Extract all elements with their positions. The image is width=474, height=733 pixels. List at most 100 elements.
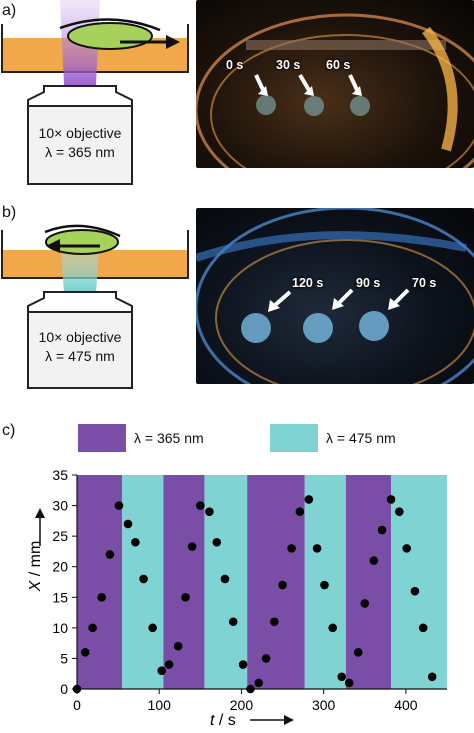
- data-point: [270, 617, 279, 627]
- y-tick-label: 30: [52, 498, 68, 514]
- data-point: [220, 574, 230, 584]
- data-point: [254, 678, 264, 688]
- legend-swatch-blue: [270, 424, 318, 452]
- data-point: [238, 660, 248, 669]
- data-point: [187, 542, 197, 551]
- photo-b: 120 s 90 s 70 s: [196, 208, 474, 384]
- y-tick-label: 10: [52, 620, 68, 636]
- data-point: [418, 623, 428, 633]
- data-point: [328, 623, 338, 633]
- data-point: [72, 684, 82, 694]
- data-point: [157, 666, 166, 675]
- data-point: [261, 654, 271, 663]
- y-tick-label: 35: [52, 467, 68, 483]
- illumination-bands: [77, 475, 447, 689]
- data-point: [80, 648, 90, 657]
- objective-top: [27, 291, 133, 313]
- y-tick-label: 5: [60, 650, 68, 666]
- time-label: 30 s: [276, 58, 301, 72]
- data-point: [395, 507, 404, 516]
- data-point: [205, 507, 214, 516]
- time-label: 60 s: [326, 58, 351, 72]
- data-point: [287, 544, 296, 553]
- arrowhead-right: [166, 35, 180, 49]
- data-point: [427, 672, 437, 682]
- data-point: [105, 550, 115, 559]
- motion-loop: [44, 224, 121, 238]
- photo-b-scene: [196, 208, 474, 384]
- data-point: [97, 592, 106, 602]
- photo-a-scene: [196, 13, 474, 168]
- motion-loop: [59, 18, 161, 32]
- panel-label-c: c): [2, 422, 16, 439]
- band-uv: [163, 475, 205, 689]
- data-point: [360, 599, 370, 608]
- droplet: [67, 22, 153, 50]
- x-tick-label: 0: [73, 697, 81, 713]
- data-point: [114, 501, 124, 510]
- objective-label-a: 10× objective λ = 365 nm: [38, 125, 122, 160]
- data-point: [88, 623, 97, 633]
- objective-body: [27, 311, 133, 389]
- data-point: [181, 592, 190, 602]
- y-tick-label: 15: [52, 589, 68, 605]
- data-point: [312, 544, 322, 553]
- data-point: [344, 678, 354, 688]
- position-time-chart: 0 5 10 15 20 25 30 35 0 100 200 300 400 X / mm t / s: [27, 467, 447, 729]
- x-axis-label: t / s: [210, 712, 236, 729]
- x-tick-label: 300: [312, 697, 336, 713]
- y-tick-label: 25: [52, 528, 68, 544]
- legend-label-blue: λ = 475 nm: [326, 430, 396, 446]
- objective-label-b: 10× objective λ = 475 nm: [38, 329, 122, 364]
- band-uv: [345, 475, 392, 689]
- tick-labels: 0 5 10 15 20 25 30 35 0 100 200 300 400: [52, 467, 417, 713]
- time-label: 120 s: [292, 276, 324, 290]
- axes: [72, 474, 447, 694]
- y-axis-arrowhead: [35, 508, 45, 518]
- droplet: [45, 229, 119, 255]
- data-point: [131, 537, 140, 547]
- legend-swatch-uv: [78, 424, 126, 452]
- time-label: 90 s: [356, 276, 381, 290]
- band-blue: [391, 475, 447, 689]
- data-point: [164, 660, 174, 669]
- band-uv: [247, 475, 305, 689]
- panel-label-b: b): [2, 204, 17, 221]
- y-tick-label: 20: [52, 559, 68, 575]
- data-points: [72, 495, 437, 694]
- data-point: [320, 580, 329, 590]
- data-point: [402, 544, 412, 553]
- time-label: 70 s: [412, 276, 437, 290]
- diagram-b-blue-setup: [1, 224, 189, 389]
- panel-label-a: a): [2, 2, 17, 19]
- time-label: 0 s: [226, 58, 244, 72]
- data-point: [410, 586, 420, 596]
- data-point: [369, 556, 379, 565]
- data-point: [295, 507, 305, 516]
- objective-top: [27, 85, 133, 107]
- data-point: [173, 641, 183, 651]
- legend-label-uv: λ = 365 nm: [134, 430, 204, 446]
- data-point: [304, 495, 314, 504]
- y-tick-label: 0: [60, 681, 68, 697]
- data-point: [278, 580, 287, 590]
- data-point: [377, 525, 387, 535]
- data-point: [386, 495, 396, 504]
- objective-body: [27, 105, 133, 185]
- data-point: [196, 501, 205, 510]
- data-point: [246, 684, 255, 694]
- x-tick-label: 100: [148, 697, 172, 713]
- data-point: [353, 648, 363, 657]
- x-axis-arrowhead: [284, 715, 294, 725]
- data-point: [123, 519, 133, 529]
- data-point: [148, 623, 157, 633]
- data-point: [212, 537, 222, 547]
- x-tick-label: 200: [230, 697, 254, 713]
- data-point: [337, 672, 347, 682]
- data-point: [228, 617, 238, 627]
- diagram-a-uv-setup: [1, 0, 189, 185]
- photo-a: 0 s 30 s 60 s: [196, 0, 474, 168]
- y-axis-label: X / mm: [27, 541, 44, 593]
- data-point: [139, 574, 148, 584]
- arrowhead-left: [46, 239, 60, 253]
